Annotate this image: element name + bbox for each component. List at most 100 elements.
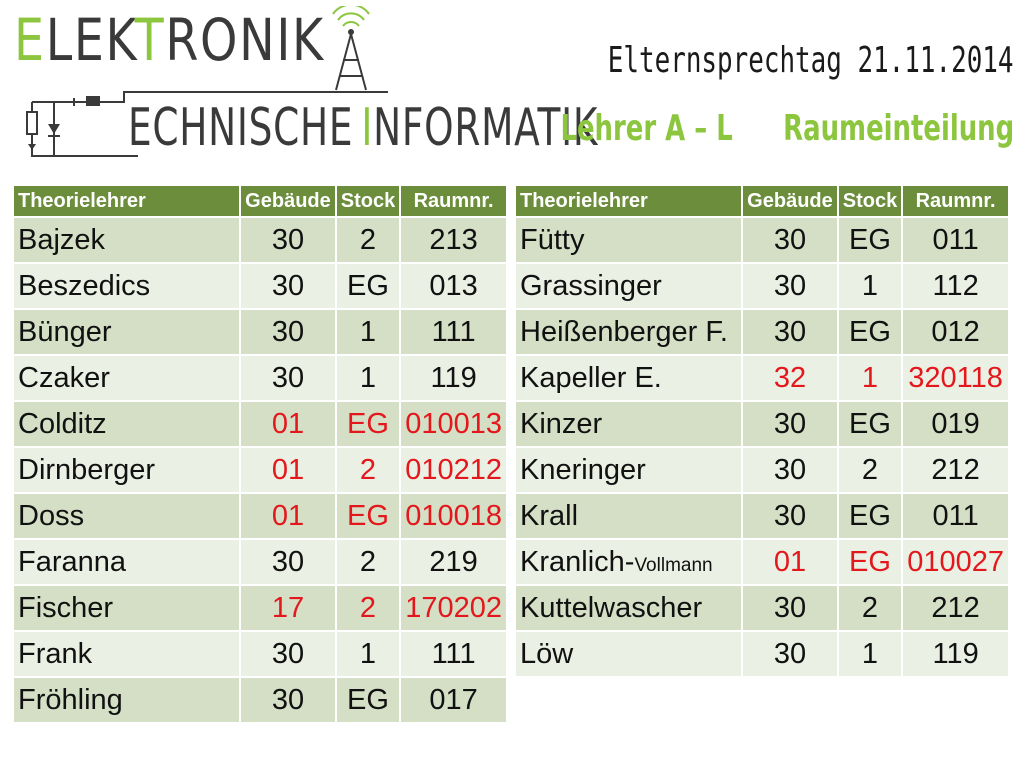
teacher-name-cell: Fischer (14, 585, 241, 632)
floor-cell: EG (334, 401, 401, 448)
teacher-name: Fröhling (18, 683, 123, 716)
room-number-cell: 019 (901, 401, 1008, 448)
teacher-name-cell: Colditz (14, 401, 241, 448)
teacher-name: Bajzek (18, 223, 106, 256)
floor-cell: 1 (334, 355, 401, 402)
table-header-row: Theorielehrer Gebäude Stock Raumnr. (516, 186, 1008, 218)
table-row: Bajzek 30 2 213 (14, 217, 506, 264)
building-cell: 30 (239, 677, 336, 724)
teacher-name-cell: Czaker (14, 355, 241, 402)
building-cell: 30 (741, 263, 838, 310)
room-number-cell: 170202 (399, 585, 506, 632)
room-number-cell: 010018 (399, 493, 506, 540)
floor-cell: 2 (836, 447, 903, 494)
room-number-cell: 212 (901, 585, 1008, 632)
teacher-name: Kranlich- (520, 545, 635, 578)
teacher-name: Kinzer (520, 407, 603, 440)
building-cell: 01 (239, 493, 336, 540)
table-row: Kneringer 30 2 212 (516, 447, 1008, 494)
teacher-name: Beszedics (18, 269, 151, 302)
floor-cell: EG (836, 539, 903, 586)
logo-elektronik: ELEKTRONIK ECHNISCHE INFORMATIK (14, 6, 597, 164)
room-number-cell: 212 (901, 447, 1008, 494)
subtitle-room-allocation: Raumeinteilung (782, 108, 1014, 149)
room-number-cell: 320118 (901, 355, 1008, 402)
page-title: Elternsprechtag 21.11.2014 (608, 40, 1014, 81)
teacher-name: Bünger (18, 315, 112, 348)
teacher-name: Kapeller E. (520, 361, 662, 394)
building-cell: 30 (239, 539, 336, 586)
building-cell: 30 (239, 217, 336, 264)
floor-cell: 2 (334, 217, 401, 264)
table-row: Bünger 30 1 111 (14, 309, 506, 356)
table-row: Dirnberger 01 2 010212 (14, 447, 506, 494)
table-row: Beszedics 30 EG 013 (14, 263, 506, 310)
teacher-name: Krall (520, 499, 579, 532)
logo-word-elektronik: ELEKTRONIK (14, 6, 325, 74)
table-row: Fütty 30 EG 011 (516, 217, 1008, 264)
room-number-cell: 112 (901, 263, 1008, 310)
room-number-cell: 111 (399, 309, 506, 356)
teacher-name: Czaker (18, 361, 110, 394)
building-cell: 30 (741, 401, 838, 448)
room-number-cell: 111 (399, 631, 506, 678)
room-number-cell: 013 (399, 263, 506, 310)
room-number-cell: 017 (399, 677, 506, 724)
teacher-name-cell: Krall (516, 493, 743, 540)
column-header-room: Raumnr. (901, 186, 1008, 218)
table-row: Kuttelwascher 30 2 212 (516, 585, 1008, 632)
building-cell: 30 (741, 309, 838, 356)
teacher-name-cell: Faranna (14, 539, 241, 586)
teacher-name-cell: Kapeller E. (516, 355, 743, 402)
room-number-cell: 213 (399, 217, 506, 264)
table-row: Grassinger 30 1 112 (516, 263, 1008, 310)
teacher-name-cell: Grassinger (516, 263, 743, 310)
teacher-name-suffix: Vollmann (634, 554, 713, 576)
teacher-name-cell: Doss (14, 493, 241, 540)
table-row: Colditz 01 EG 010013 (14, 401, 506, 448)
teacher-name-cell: Fütty (516, 217, 743, 264)
teacher-name: Dirnberger (18, 453, 155, 486)
floor-cell: 1 (836, 631, 903, 678)
teacher-name-cell: Fröhling (14, 677, 241, 724)
column-header-floor: Stock (334, 186, 401, 218)
floor-cell: 1 (836, 263, 903, 310)
floor-cell: EG (334, 263, 401, 310)
building-cell: 30 (239, 631, 336, 678)
floor-cell: 2 (334, 539, 401, 586)
column-header-floor: Stock (836, 186, 903, 218)
table-row: Doss 01 EG 010018 (14, 493, 506, 540)
room-table-left: Theorielehrer Gebäude Stock Raumnr. Bajz… (14, 186, 506, 724)
teacher-name: Doss (18, 499, 85, 532)
teacher-name-cell: Bajzek (14, 217, 241, 264)
column-header-teacher: Theorielehrer (516, 186, 743, 218)
floor-cell: EG (836, 493, 903, 540)
room-number-cell: 011 (901, 217, 1008, 264)
building-cell: 30 (239, 309, 336, 356)
teacher-name-cell: Heißenberger F. (516, 309, 743, 356)
table-row: Löw 30 1 119 (516, 631, 1008, 678)
teacher-name: Fütty (520, 223, 585, 256)
floor-cell: 1 (334, 631, 401, 678)
teacher-name-cell: Beszedics (14, 263, 241, 310)
teacher-name: Kuttelwascher (520, 591, 703, 624)
floor-cell: 1 (334, 309, 401, 356)
room-number-cell: 119 (901, 631, 1008, 678)
teacher-name: Fischer (18, 591, 114, 624)
building-cell: 32 (741, 355, 838, 402)
building-cell: 01 (741, 539, 838, 586)
building-cell: 30 (741, 217, 838, 264)
table-row: Kranlich-Vollmann 01 EG 010027 (516, 539, 1008, 586)
page-subtitle: Lehrer A – L Raumeinteilung (560, 108, 1014, 149)
table-row: Faranna 30 2 219 (14, 539, 506, 586)
teacher-name-cell: Kuttelwascher (516, 585, 743, 632)
floor-cell: EG (334, 677, 401, 724)
table-row: Kinzer 30 EG 019 (516, 401, 1008, 448)
room-number-cell: 010212 (399, 447, 506, 494)
teacher-name: Frank (18, 637, 93, 670)
teacher-name-cell: Kranlich-Vollmann (516, 539, 743, 586)
room-number-cell: 219 (399, 539, 506, 586)
table-row: Fischer 17 2 170202 (14, 585, 506, 632)
teacher-name-cell: Löw (516, 631, 743, 678)
table-row: Fröhling 30 EG 017 (14, 677, 506, 724)
